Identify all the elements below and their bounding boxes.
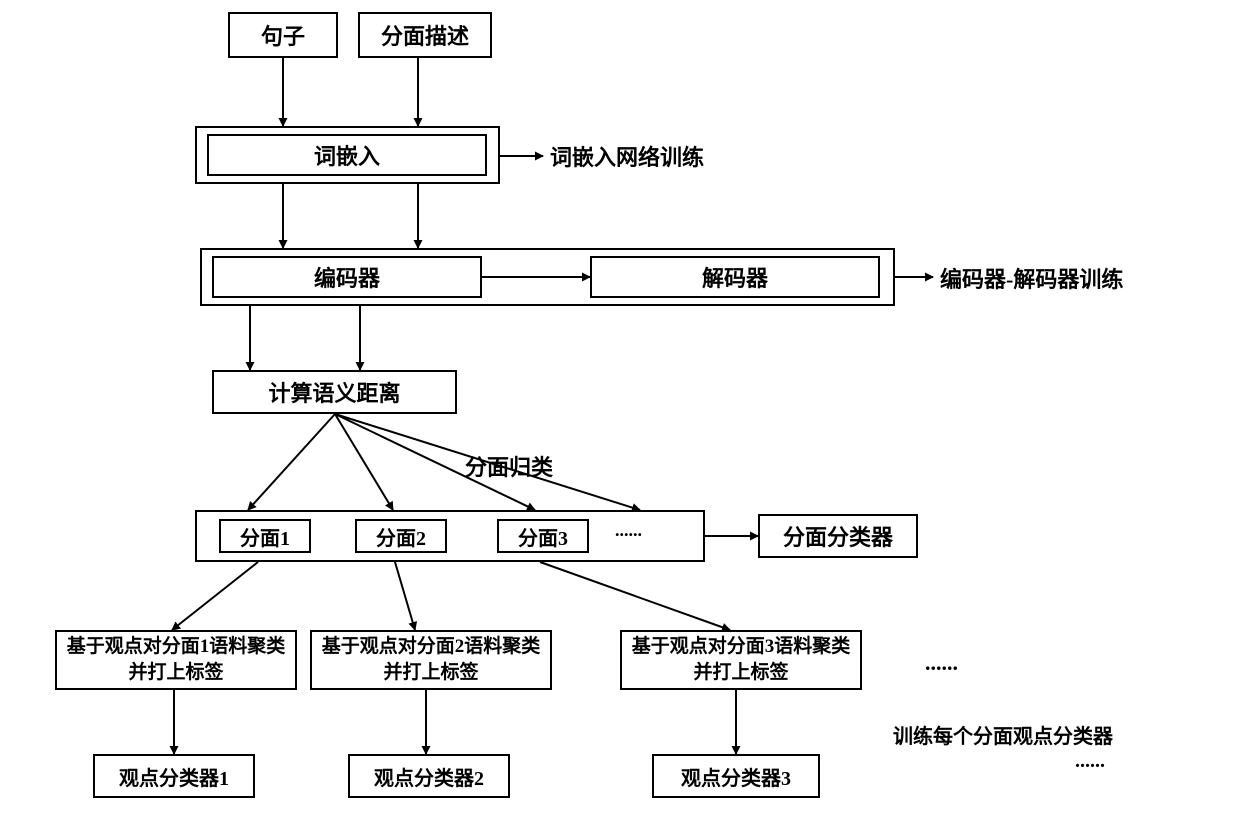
node-cluster2: 基于观点对分面2语料聚类并打上标签 [310,630,552,690]
node-viewpoint-classifier-2: 观点分类器2 [348,754,510,798]
edge-9 [248,414,335,510]
node-vc1-label: 观点分类器1 [119,762,229,791]
node-cluster1-label: 基于观点对分面1语料聚类并打上标签 [61,634,291,685]
node-semantic-distance: 计算语义距离 [212,370,457,414]
node-cluster2-label: 基于观点对分面2语料聚类并打上标签 [316,634,546,685]
label-cluster-dots: ...... [925,650,958,676]
node-facet2-label: 分面2 [376,522,426,551]
node-decoder: 解码器 [590,256,880,298]
node-semantic-label: 计算语义距离 [268,376,400,408]
node-facet1: 分面1 [219,519,311,553]
node-facet1-label: 分面1 [240,522,290,551]
node-cluster1: 基于观点对分面1语料聚类并打上标签 [55,630,297,690]
node-viewpoint-classifier-3: 观点分类器3 [652,754,820,798]
node-facet-classifier: 分面分类器 [758,514,918,558]
node-embedding: 词嵌入 [207,134,487,176]
node-encoder: 编码器 [212,256,482,298]
node-facet-desc-label: 分面描述 [381,19,469,51]
node-viewpoint-classifier-1: 观点分类器1 [93,754,255,798]
node-vc3-label: 观点分类器3 [681,762,791,791]
node-cluster3-label: 基于观点对分面3语料聚类并打上标签 [626,634,856,685]
node-facet2: 分面2 [355,519,447,553]
edge-16 [540,562,730,630]
node-facet-desc: 分面描述 [358,12,492,58]
label-facet-dots: ...... [615,520,642,541]
edge-14 [172,562,258,630]
node-facet3-label: 分面3 [518,522,568,551]
node-embedding-label: 词嵌入 [314,139,380,171]
label-embed-train: 词嵌入网络训练 [550,140,704,172]
edge-10 [335,414,393,510]
edge-15 [395,562,415,630]
label-train-dots: ...... [1075,750,1105,773]
node-sentence: 句子 [228,12,338,58]
label-train-each: 训练每个分面观点分类器 [893,720,1113,749]
node-cluster3: 基于观点对分面3语料聚类并打上标签 [620,630,862,690]
node-facet3: 分面3 [497,519,589,553]
node-facet-classifier-label: 分面分类器 [783,520,893,552]
node-vc2-label: 观点分类器2 [374,762,484,791]
node-sentence-label: 句子 [261,19,305,51]
node-encoder-label: 编码器 [314,261,380,293]
label-facet-classify: 分面归类 [465,450,553,482]
node-decoder-label: 解码器 [702,261,768,293]
label-encdec-train: 编码器-解码器训练 [940,262,1123,294]
